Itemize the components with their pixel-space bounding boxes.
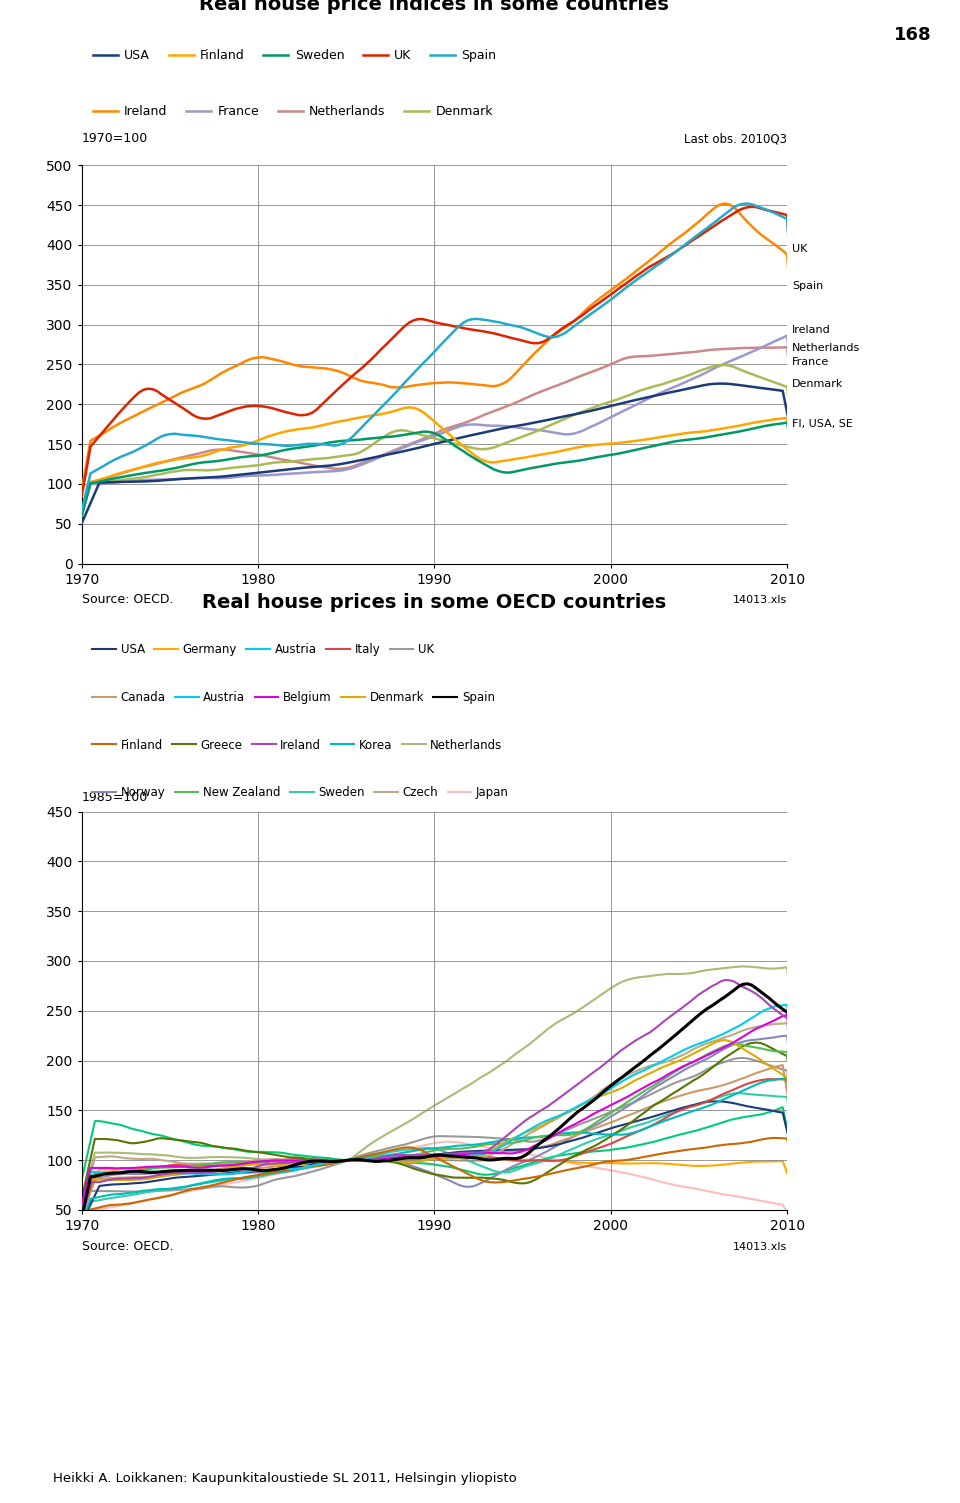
Text: Real house price indices in some countries: Real house price indices in some countri…	[200, 0, 669, 14]
Text: 168: 168	[894, 26, 931, 44]
Text: FI, USA, SE: FI, USA, SE	[792, 419, 852, 430]
Text: 14013.xls: 14013.xls	[732, 1241, 787, 1252]
Text: Real house prices in some OECD countries: Real house prices in some OECD countries	[203, 594, 666, 613]
Text: 1985=100: 1985=100	[82, 791, 148, 804]
Text: Last obs. 2010Q3: Last obs. 2010Q3	[684, 132, 787, 146]
Text: Netherlands: Netherlands	[792, 343, 860, 353]
Text: France: France	[792, 358, 829, 367]
Text: Spain: Spain	[792, 281, 824, 292]
Text: 1970=100: 1970=100	[82, 132, 148, 146]
Legend: Ireland, France, Netherlands, Denmark: Ireland, France, Netherlands, Denmark	[88, 99, 498, 123]
Text: Heikki A. Loikkanen: Kaupunkitaloustiede SL 2011, Helsingin yliopisto: Heikki A. Loikkanen: Kaupunkitaloustiede…	[53, 1471, 516, 1485]
Text: Denmark: Denmark	[792, 379, 844, 389]
Text: Ireland: Ireland	[792, 325, 830, 335]
Text: Source: OECD.: Source: OECD.	[82, 594, 173, 606]
Legend: Norway, New Zealand, Sweden, Czech, Japan: Norway, New Zealand, Sweden, Czech, Japa…	[87, 782, 514, 804]
Text: UK: UK	[792, 243, 807, 254]
Text: Source: OECD.: Source: OECD.	[82, 1240, 173, 1252]
Text: 14013.xls: 14013.xls	[732, 595, 787, 606]
